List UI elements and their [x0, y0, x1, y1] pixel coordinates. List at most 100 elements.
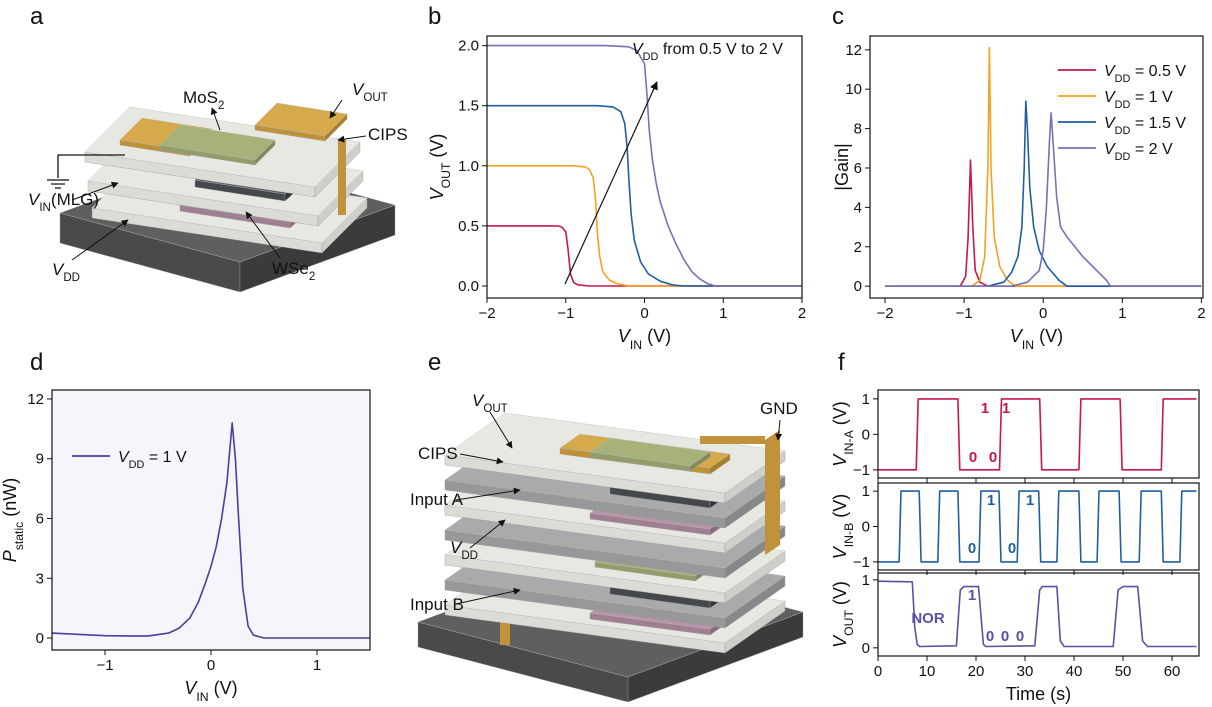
annotation-part: DD: [643, 51, 659, 63]
device-label-part: V: [450, 538, 463, 557]
device-label: CIPS: [418, 444, 458, 463]
y-axis-label-part: (nW): [0, 478, 20, 522]
device-label-part: IN: [39, 202, 51, 214]
plot-frame: [877, 572, 1200, 657]
device-label-part: V: [52, 260, 65, 279]
device-label: Input A: [410, 490, 464, 509]
y-tick-label: 4: [854, 199, 862, 216]
y-tick-label: 1: [862, 483, 870, 500]
x-tick-label: 1: [719, 305, 727, 322]
device-label-part: DD: [63, 272, 80, 284]
ground-symbol: [47, 179, 69, 189]
leader: [455, 587, 521, 605]
x-tick-label: 1: [1118, 305, 1126, 322]
panel-letter: d: [30, 349, 43, 376]
y-tick-label: 0: [862, 640, 870, 657]
leader: [469, 519, 506, 549]
y-tick-label: 0: [862, 426, 870, 443]
x-tick-label: 0: [1039, 305, 1047, 322]
device-label: VDD: [450, 538, 478, 562]
legend-label-part: = 1 V: [144, 449, 187, 466]
y-axis-label-part: (V): [830, 494, 850, 523]
annotation: 1: [981, 400, 989, 417]
y-tick-label: 0.5: [458, 218, 479, 235]
y-tick-label: 0: [36, 630, 44, 647]
annotation: 0: [989, 449, 997, 466]
x-tick-label: 10: [919, 663, 936, 680]
y-tick-label: 6: [854, 160, 862, 177]
x-tick-label: 40: [1066, 663, 1083, 680]
leader: [210, 107, 221, 131]
plot-frame: [877, 389, 1200, 479]
x-axis-label: VIN (V): [618, 326, 671, 352]
legend-label: VDD = 2 V: [1104, 141, 1173, 163]
device-label-part: WSe: [272, 259, 309, 278]
x-axis-label-part: V: [618, 326, 632, 346]
x-tick-label: 0: [640, 305, 648, 322]
device-label-part: 2: [309, 271, 315, 283]
x-tick-label: 2: [1197, 305, 1205, 322]
data-line: [487, 44, 802, 287]
leader: [245, 211, 281, 259]
leader: [337, 135, 367, 143]
y-axis-label-part: static: [12, 522, 26, 551]
y-tick-label: −1: [853, 462, 870, 479]
panel-letter: f: [838, 349, 845, 376]
x-axis-label-part: IN: [630, 338, 642, 352]
data-line: [877, 580, 1197, 648]
annotation: 1: [1026, 492, 1034, 509]
x-tick-label: 0: [207, 657, 215, 674]
legend-label-part: V: [1104, 141, 1116, 158]
y-axis-label-part: IN-B: [842, 523, 856, 547]
device-label: VOUT: [472, 391, 508, 415]
legend-label-part: = 1 V: [1130, 89, 1173, 106]
device-label-part: V: [28, 190, 41, 209]
data-line: [487, 104, 802, 287]
leader: [329, 99, 343, 119]
device-label: WSe2: [272, 259, 315, 283]
annotation: 1: [968, 587, 976, 604]
device-label: VDD: [52, 260, 80, 284]
annotation: 1: [987, 492, 995, 509]
y-axis-label-part: V: [427, 186, 447, 200]
leader: [71, 181, 119, 201]
data-line: [885, 112, 1202, 288]
x-axis-label-part: IN: [1022, 338, 1034, 352]
annotation: 1: [1002, 400, 1010, 417]
y-tick-label: 1: [862, 572, 870, 589]
device-label-part: 2: [218, 100, 224, 112]
leader: [71, 219, 129, 261]
annotation-arrow: [564, 81, 658, 285]
legend-label: VDD = 1 V: [118, 449, 187, 471]
mos2-top: [159, 124, 276, 161]
legend-label-part: DD: [1115, 125, 1131, 137]
x-tick-label: 20: [968, 663, 985, 680]
y-axis-label: VOUT (V): [830, 581, 856, 648]
device-label-part: OUT: [363, 92, 387, 104]
device-label: VOUT: [352, 80, 388, 104]
y-axis-label-part: V: [830, 453, 850, 467]
legend-label-part: DD: [1115, 151, 1131, 163]
data-line: [885, 46, 1202, 288]
leader: [459, 453, 504, 465]
plot-frame: [869, 35, 1204, 299]
y-tick-label: 3: [36, 570, 44, 587]
x-tick-label: 50: [1115, 663, 1132, 680]
x-axis-label-part: V: [1010, 326, 1024, 346]
annotation: 0: [986, 628, 994, 645]
legend-label-part: = 0.5 V: [1130, 63, 1186, 80]
annotation: 0: [969, 449, 977, 466]
x-axis-label-part: (V): [1034, 326, 1063, 346]
x-tick-label: 1: [313, 657, 321, 674]
annotation-part: V: [632, 41, 644, 58]
data-line: [878, 398, 1197, 471]
legend-label: VDD = 0.5 V: [1104, 63, 1186, 85]
device-label: MoS2: [183, 88, 224, 112]
x-tick-label: −2: [876, 305, 893, 322]
leader: [455, 487, 521, 501]
y-axis-label-part: (V): [830, 581, 850, 610]
contact-top: [254, 102, 348, 137]
x-tick-label: 30: [1017, 663, 1034, 680]
annotation: 0: [1016, 628, 1024, 645]
